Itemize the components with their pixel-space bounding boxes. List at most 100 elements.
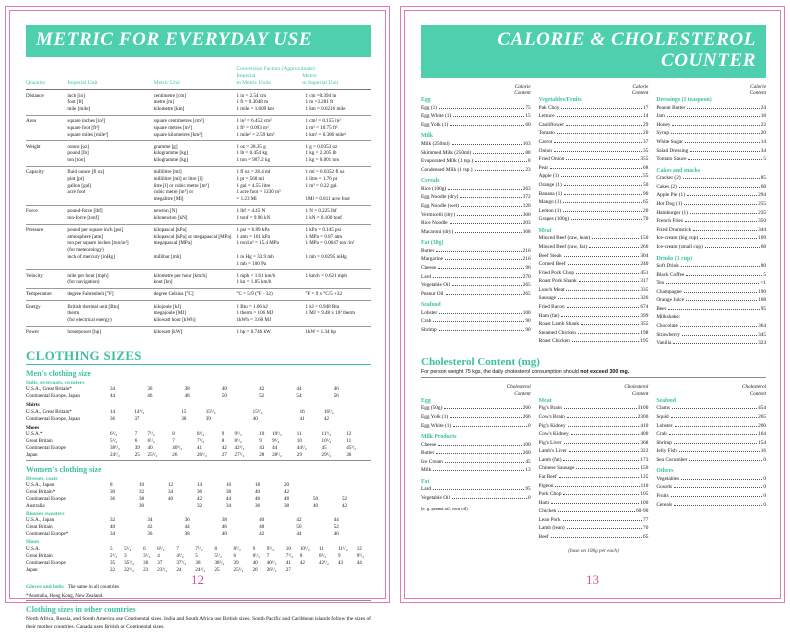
list-item-value: 68 — [643, 164, 649, 171]
size-row-label: Continental Europe — [26, 445, 66, 452]
size-value: 40 — [255, 489, 261, 496]
leader-dots — [673, 440, 758, 444]
metric-quantity: Velocity — [26, 272, 43, 279]
leader-dots — [556, 113, 643, 118]
list-item: Crab 90 — [421, 317, 531, 326]
list-item-value: 20 — [760, 130, 767, 137]
size-value: 38 — [284, 502, 290, 509]
list-item: Ice-cream (small cup) 68 — [656, 243, 766, 252]
list-item: Peanut Oil 265 — [421, 290, 531, 299]
list-item: Peanut Butter 24 — [656, 104, 766, 113]
list-item-name: Orange (1) — [538, 181, 562, 188]
size-value: 36 — [147, 531, 153, 538]
womens-group-title: Shoes — [26, 539, 40, 546]
list-item-name: Chocolate — [656, 323, 678, 330]
leader-dots — [681, 332, 758, 336]
leader-dots — [563, 253, 640, 257]
leader-dots — [553, 148, 643, 152]
size-value: 37 — [157, 559, 163, 566]
list-item-name: Squid — [656, 413, 669, 420]
leader-dots — [678, 448, 760, 453]
womens-size-groups: Dresses, coats U.S.A., Japan 8 10 12 14 16 18 20… — [26, 476, 371, 573]
size-value: 35 — [110, 559, 116, 566]
list-item-name: Ham — [538, 499, 549, 506]
metric-imperial-unit: square inches [in²] square foot [ft²] squa… — [67, 118, 109, 138]
list-item: Egg White (1) 0 — [421, 422, 531, 431]
list-item: Roast Chicken 195 — [539, 337, 649, 346]
list-group-header: Seafood — [656, 397, 676, 404]
list-item-value: 70 — [643, 216, 649, 223]
list-item-name: Skimmed Milk (250ml) — [421, 149, 472, 156]
list-item-value: 14 — [760, 139, 767, 146]
leader-dots — [450, 122, 525, 126]
size-value: 28¹/₂ — [272, 452, 282, 459]
list-item-name: Tomato Sauce — [656, 156, 687, 163]
list-item-name: Ice-cream (big cup) — [656, 235, 699, 242]
left-page-frame: METRIC FOR EVERYDAY USE Quantity Imperial… — [5, 6, 390, 630]
leader-dots — [684, 218, 758, 223]
size-value: 40¹/₂ — [266, 559, 277, 566]
list-item-value: 24 — [760, 104, 767, 111]
list-item-value: 2300 — [637, 413, 649, 420]
metric-row: Capacity fluid ounce [fl oz] pint [pt] gall… — [26, 166, 371, 205]
size-value: 36 — [255, 502, 261, 509]
list-item-value: 368 — [640, 439, 649, 446]
size-value: 35¹/₂ — [124, 559, 134, 566]
list-item: Butter 260 — [421, 449, 531, 458]
list-item-value: 173 — [640, 456, 649, 463]
size-value: 34 — [147, 517, 153, 524]
metric-metric-to-imperial: 1 N = 0.225 lbf 1 kN = 0.100 tonf — [305, 208, 342, 221]
size-row: Japan 24¹/₂ 25 25¹/₂ 26 26¹/₂ 27 27¹/₂ 28 28¹/₂ 29… — [26, 452, 371, 459]
metric-imperial-to-metric: 1 Btu = 1.06 kJ 1 therm = 106 MJ 1kWh = 3… — [236, 303, 273, 323]
size-row: Great Britain 5¹/₂ 6 6¹/₂ 7 7¹/₂ 8 8¹/₂ 9 9¹/₂ 10 1… — [26, 438, 371, 445]
list-item-name: Fried Bacon — [538, 303, 565, 310]
size-value: 12 — [356, 545, 362, 552]
left-page: METRIC FOR EVERYDAY USE Quantity Imperial… — [0, 0, 395, 630]
size-value: 9 — [221, 431, 225, 438]
list-item: Apple Pie (1) 294 — [656, 191, 766, 200]
metric-row: Energy British thermal unit [Btu] therm (fo… — [26, 300, 371, 327]
cholesterol-note-bold: not exceed 300 mg. — [580, 369, 630, 376]
size-value: 36 — [197, 489, 203, 496]
leader-dots — [563, 491, 640, 496]
list-item: Mango (1) 65 — [539, 198, 649, 207]
list-group-header: Milk — [421, 133, 433, 140]
size-value: 8 — [299, 552, 303, 559]
size-value: 42 — [299, 559, 305, 566]
size-value: 42 — [197, 495, 203, 502]
list-item-name: Roast Lamb Shank — [538, 321, 579, 328]
list-item-name: Lobster — [421, 309, 438, 316]
list-item-value: 235 — [758, 209, 767, 216]
list-item-value: 203 — [522, 220, 531, 227]
list-item-value: 368 — [522, 228, 531, 235]
list-item-value: 8 — [528, 158, 531, 165]
list-item-name: Lard — [421, 486, 431, 493]
size-value: 44 — [184, 524, 190, 531]
list-item-name: Peanut Oil — [421, 290, 444, 297]
list-item-name: Roast Chicken — [538, 338, 570, 345]
list-item: Fat Beef 125 — [539, 473, 649, 482]
size-value: 15 — [181, 408, 187, 415]
list-item: White Sugar 14 — [656, 138, 766, 147]
list-item: Pork Chop 105 — [539, 490, 649, 499]
list-item: Sausage 326 — [539, 294, 649, 303]
size-row: Continental Europe, Japan 44 46 48 50 52 54 56 — [26, 393, 371, 400]
size-value: 40 — [259, 517, 265, 524]
leader-dots — [674, 423, 758, 427]
size-value: 8 — [172, 431, 175, 438]
list-item: Cauliflower 29 — [539, 121, 649, 130]
size-row: Japan 22 22¹/₂ 23 23¹/₂ 24 24¹/₂ 25 25¹/₂ 26 26¹/₂… — [26, 566, 371, 573]
size-value: 6¹/₂ — [110, 431, 118, 438]
leader-dots — [453, 423, 528, 427]
list-item: Apple (1) 55 — [539, 172, 649, 181]
leader-dots — [679, 323, 758, 328]
list-item-name: Cow's Brain — [538, 413, 565, 420]
size-value: 10¹/₂ — [272, 431, 282, 438]
size-value: 29¹/₂ — [321, 452, 332, 459]
leader-dots — [555, 483, 640, 487]
size-value: 22 — [110, 566, 116, 573]
size-value: 7¹/₂ — [196, 438, 205, 445]
list-item: Gourds 0 — [656, 483, 766, 492]
list-item-value: 29 — [643, 121, 649, 128]
list-item: Ice-cream (big cup) 109 — [656, 234, 766, 243]
